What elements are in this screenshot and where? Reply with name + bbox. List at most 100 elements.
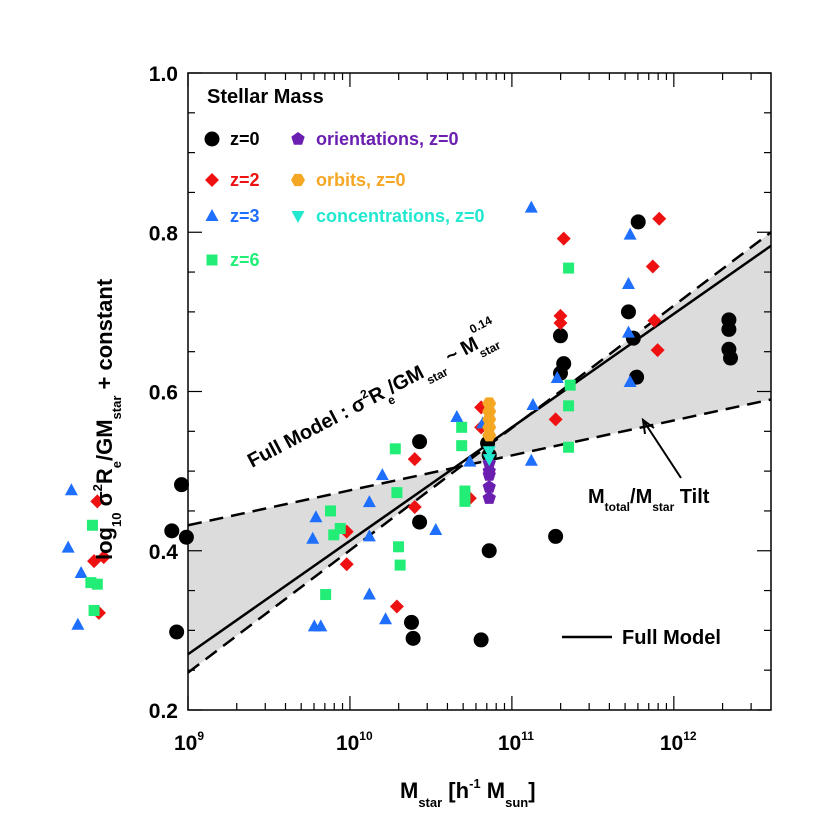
point-z-6 <box>389 443 401 455</box>
point-z-3 <box>362 587 376 600</box>
point-concentrations-z-0 <box>482 454 496 467</box>
y-tick-label: 0.8 <box>149 222 179 245</box>
x-tick-label: 109 <box>174 729 204 755</box>
point-z-3 <box>71 617 85 630</box>
point-z-6 <box>393 541 405 553</box>
tilt-arrow-shaft <box>642 419 682 479</box>
series-z-2 <box>87 211 667 620</box>
point-z-2 <box>90 494 105 509</box>
point-concentrations-z-0 <box>482 446 496 459</box>
series-concentrations-z-0 <box>482 446 496 467</box>
point-z-3 <box>309 510 323 523</box>
point-z-2 <box>553 316 568 331</box>
x-tick-label: 1010 <box>336 729 373 755</box>
point-z-2 <box>645 259 660 274</box>
point-z-0 <box>473 632 489 648</box>
point-z-0 <box>164 523 180 539</box>
legend-label-orbits: orbits, z=0 <box>316 170 406 190</box>
tilt-b: /M <box>630 486 652 508</box>
legend-marker-z-3 <box>205 209 219 221</box>
legend-marker-orientations-z-0 <box>291 132 305 145</box>
xlabel-sub: star <box>418 795 442 810</box>
point-z-3 <box>64 483 78 496</box>
tilt-b-sub: star <box>652 500 674 514</box>
point-z-2 <box>407 499 422 514</box>
point-z-0 <box>412 514 428 530</box>
chart-title: Stellar Mass <box>207 86 324 108</box>
xlabel-mid: [h <box>442 778 469 803</box>
point-orientations-z-0 <box>482 480 496 493</box>
xlabel-sup: -1 <box>469 776 481 791</box>
point-z-6 <box>459 485 471 497</box>
point-z-6 <box>563 400 575 412</box>
point-z-2 <box>556 231 571 246</box>
tilt-a: M <box>588 486 605 508</box>
line-full-model <box>187 244 772 656</box>
point-z-3 <box>463 454 477 467</box>
point-z-6 <box>563 441 575 453</box>
point-z-2 <box>389 599 404 614</box>
point-z-3 <box>450 409 464 422</box>
x-tick-label: 1011 <box>498 729 534 755</box>
point-z-3 <box>524 200 538 213</box>
line-upper-bound <box>187 231 772 674</box>
ylabel-d-sub: star <box>109 396 124 420</box>
ylabel-e: + constant <box>92 278 117 395</box>
y-tick-label: 1.0 <box>149 63 178 86</box>
point-z-3 <box>74 566 88 579</box>
legend-marker-z-2 <box>205 173 219 187</box>
y-axis-label: log10 σ2Re/GMstar + constant <box>90 278 124 560</box>
ylabel-c-sub: e <box>109 461 124 468</box>
point-z-2 <box>553 308 568 323</box>
point-z-3 <box>375 468 389 481</box>
point-z-3 <box>623 227 637 240</box>
point-z-0 <box>403 614 419 630</box>
svg-text:log10 σ2Re/GMstar + constant: log10 σ2Re/GMstar + constant <box>90 278 124 560</box>
ylabel-a: log <box>92 527 117 560</box>
x-axis-label: Mstar [h-1 Msun] <box>400 776 536 810</box>
legend-marker-z-0 <box>204 131 220 147</box>
point-z-2 <box>652 211 667 226</box>
series-z-3 <box>61 200 637 632</box>
point-z-2 <box>96 550 111 565</box>
point-z-3 <box>362 495 376 508</box>
point-z-6 <box>459 495 471 507</box>
point-z-6 <box>320 589 332 601</box>
point-z-6 <box>328 529 340 541</box>
point-z-6 <box>456 421 468 433</box>
tilt-arrow-head <box>641 417 655 435</box>
point-z-3 <box>621 325 635 338</box>
point-z-3 <box>379 612 393 625</box>
point-z-0 <box>723 350 739 366</box>
point-z-6 <box>564 379 576 391</box>
point-z-2 <box>647 313 662 328</box>
ylabel-a-sub: 10 <box>109 513 124 527</box>
point-z-0 <box>620 304 636 320</box>
point-z-3 <box>623 374 637 387</box>
xlabel-end: ] <box>528 778 535 803</box>
series-z-0 <box>164 214 739 648</box>
point-z-6 <box>334 522 346 534</box>
axes: 109 1010 1011 1012 0.2 0.4 0.6 0.8 1.0 <box>149 63 772 755</box>
ylabel-c: R <box>92 468 117 484</box>
point-orientations-z-0 <box>482 464 496 477</box>
point-z-3 <box>550 370 564 383</box>
point-z-0 <box>721 321 737 337</box>
legend: z=0 z=2 z=3 z=6 orientations, z=0 orbits… <box>204 129 485 270</box>
point-orientations-z-0 <box>482 491 496 504</box>
legend-label-z0: z=0 <box>230 129 260 149</box>
series-orbits-z-0 <box>482 397 497 442</box>
point-orbits-z-0 <box>482 429 497 442</box>
point-z-0 <box>556 356 572 372</box>
legend-line-label: Full Model <box>622 627 721 649</box>
point-z-3 <box>362 529 376 542</box>
legend-label-z2: z=2 <box>230 170 260 190</box>
point-z-0 <box>548 528 564 544</box>
point-z-0 <box>552 328 568 344</box>
point-z-0 <box>412 434 428 450</box>
point-z-3 <box>526 398 540 411</box>
y-tick-label: 0.6 <box>149 382 178 405</box>
y-tick-label: 0.2 <box>149 700 178 723</box>
